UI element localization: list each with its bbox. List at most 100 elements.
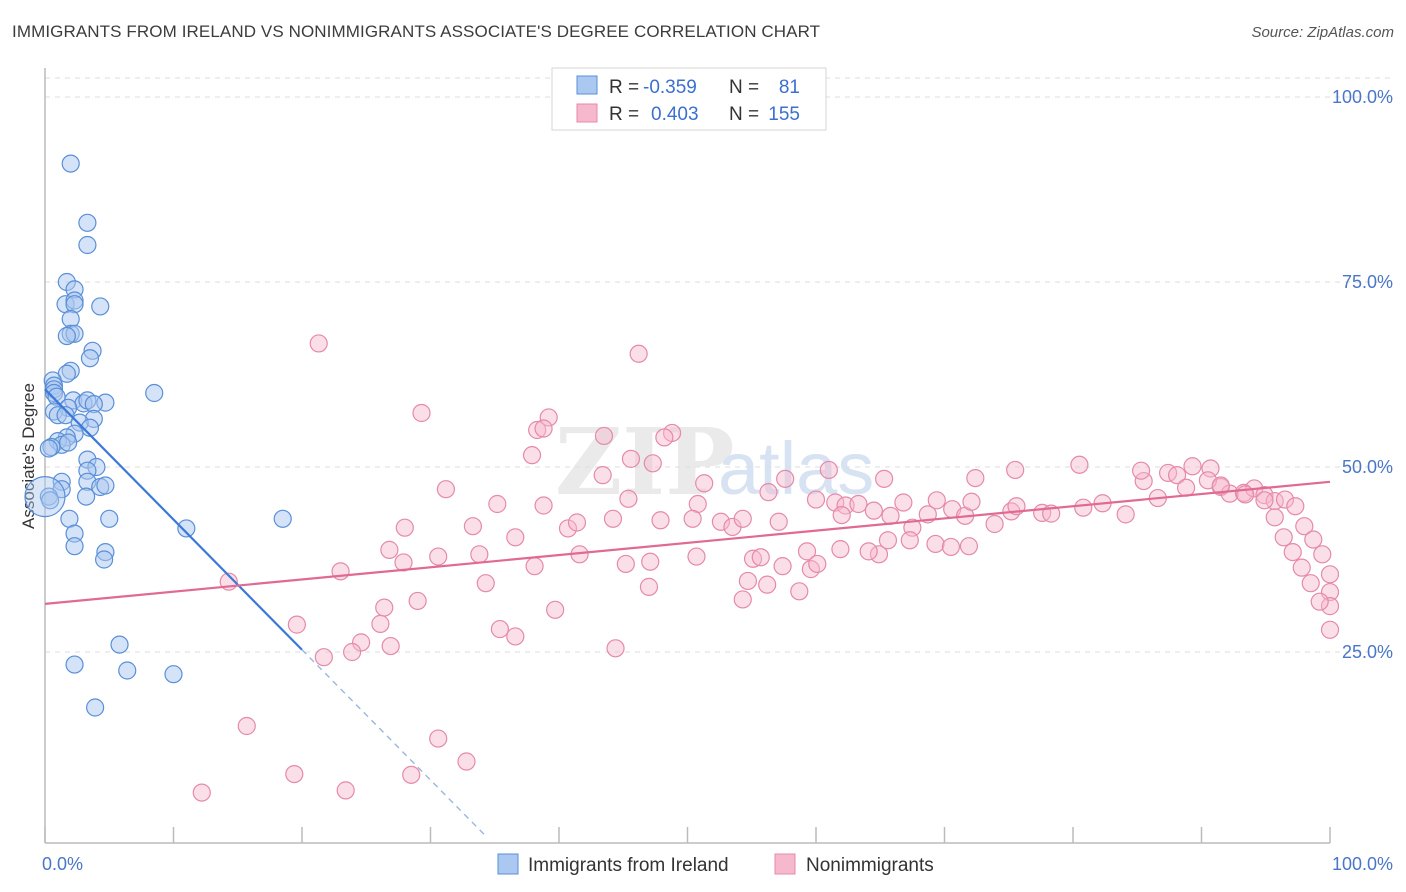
data-point-nonimmigrants [1310,592,1329,611]
data-point-nonimmigrants [869,545,889,564]
data-point-nonimmigrants [773,557,792,576]
data-point-nonimmigrants [522,446,542,465]
data-point-immigrants-from-ireland [77,487,96,506]
data-point-nonimmigrants [1211,476,1230,495]
data-point-nonimmigrants [594,426,614,446]
data-point-nonimmigrants [506,627,525,646]
data-point-nonimmigrants [528,420,547,440]
data-point-nonimmigrants [558,519,578,538]
data-point-nonimmigrants [1255,486,1274,505]
stats-n-value-pink: 155 [768,104,800,125]
data-point-nonimmigrants [738,571,757,591]
data-point-nonimmigrants [1167,466,1187,485]
data-point-nonimmigrants [769,512,788,531]
data-point-nonimmigrants [751,548,770,567]
data-point-nonimmigrants [463,517,483,536]
data-point-nonimmigrants [859,542,878,561]
data-point-nonimmigrants [759,483,778,502]
data-point-nonimmigrants [539,408,558,427]
data-point-nonimmigrants [819,460,838,480]
data-point-immigrants-from-ireland [145,383,164,403]
data-point-immigrants-from-ireland [39,439,58,458]
data-point-nonimmigrants [1176,478,1196,497]
data-point-nonimmigrants [695,474,714,493]
data-point-nonimmigrants [875,469,894,488]
data-point-nonimmigrants [962,492,981,511]
data-point-nonimmigrants [1304,530,1323,549]
data-point-nonimmigrants [733,590,752,609]
data-point-nonimmigrants [959,537,979,556]
data-point-nonimmigrants [985,514,1004,534]
series-immigrants-from-ireland [24,154,292,717]
data-point-nonimmigrants [1265,508,1284,527]
data-point-nonimmigrants [966,469,985,488]
data-point-nonimmigrants [1275,490,1295,509]
data-point-nonimmigrants [1292,558,1311,577]
y-axis-label: Associate's Degree [19,383,38,529]
y-tick-label: 75.0% [1342,272,1393,292]
data-point-nonimmigrants [776,469,795,488]
data-point-nonimmigrants [849,494,868,514]
data-point-nonimmigrants [641,552,660,571]
data-point-immigrants-from-ireland [118,661,137,680]
data-point-nonimmigrants [1070,455,1089,474]
legend-swatch-immigrants [497,853,519,875]
stats-box: R = -0.359 N = 81 R = 0.403 N = 155 [551,67,827,131]
data-point-nonimmigrants [881,506,900,525]
y-tick-label: 50.0% [1342,457,1393,477]
data-point-nonimmigrants [1183,457,1202,476]
data-point-nonimmigrants [371,614,390,633]
data-point-nonimmigrants [832,505,851,525]
data-point-nonimmigrants [192,783,211,802]
legend-label-immigrants: Immigrants from Ireland [528,855,729,876]
data-point-nonimmigrants [394,553,413,572]
data-point-nonimmigrants [621,449,641,468]
data-point-nonimmigrants [900,531,919,550]
x-tick-label: 100.0% [1332,854,1393,874]
data-point-nonimmigrants [1286,497,1305,516]
data-point-nonimmigrants [1132,461,1151,480]
y-tick-label: 25.0% [1342,642,1393,662]
data-point-nonimmigrants [619,489,638,508]
data-point-nonimmigrants [1116,505,1135,524]
data-point-nonimmigrants [1283,542,1302,562]
data-point-immigrants-from-ireland [78,213,97,232]
data-point-nonimmigrants [546,600,565,619]
data-point-nonimmigrants [1074,498,1093,517]
data-point-nonimmigrants [629,344,648,363]
data-point-nonimmigrants [395,518,414,537]
data-point-nonimmigrants [758,575,777,594]
data-point-immigrants-from-ireland [80,349,100,368]
data-point-nonimmigrants [651,511,670,530]
data-point-immigrants-from-ireland [96,476,115,495]
trend-lines [44,388,1331,837]
y-tick-labels: 25.0% 50.0% 75.0% 100.0% [1332,87,1393,662]
data-point-nonimmigrants [639,577,659,596]
data-point-immigrants-from-ireland [273,509,292,528]
data-point-immigrants-from-ireland [100,509,119,528]
data-point-nonimmigrants [806,490,826,509]
data-point-nonimmigrants [616,554,635,574]
data-point-nonimmigrants [314,648,333,667]
watermark-atlas: atlas [718,427,874,510]
data-point-nonimmigrants [864,501,883,520]
series-nonimmigrants [192,334,1340,802]
data-point-nonimmigrants [412,403,431,423]
x-tick-labels: 0.0% 100.0% [42,854,1393,874]
data-point-nonimmigrants [1006,460,1025,480]
data-point-nonimmigrants [429,729,448,748]
stats-r-value-blue: -0.359 [643,77,697,98]
data-point-immigrants-from-ireland [59,433,78,452]
data-point-nonimmigrants [941,537,961,557]
data-point-nonimmigrants [490,619,509,639]
data-point-immigrants-from-ireland [61,154,80,173]
data-point-nonimmigrants [603,509,623,528]
data-point-nonimmigrants [1255,491,1274,510]
data-point-nonimmigrants [1201,459,1220,478]
data-point-immigrants-from-ireland [164,665,183,684]
trend-line-immigrants-from-ireland [44,388,303,651]
data-point-nonimmigrants [525,557,544,576]
data-point-nonimmigrants [894,493,913,512]
data-point-immigrants-from-ireland [177,519,196,538]
